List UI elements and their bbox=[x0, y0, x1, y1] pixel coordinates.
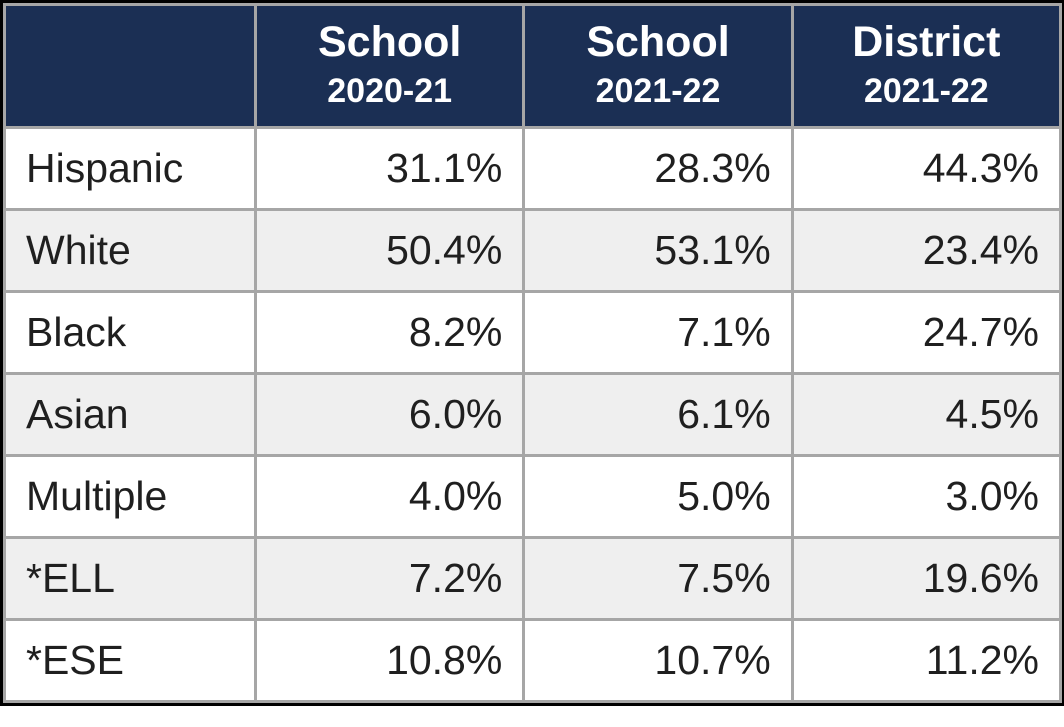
row-value: 6.1% bbox=[525, 375, 790, 454]
header-sub: 2021-22 bbox=[802, 70, 1051, 113]
row-value: 10.8% bbox=[257, 621, 522, 700]
row-value: 24.7% bbox=[794, 293, 1059, 372]
header-sub: 2021-22 bbox=[533, 70, 782, 113]
header-sub: 2020-21 bbox=[265, 70, 514, 113]
header-main: District bbox=[802, 16, 1051, 70]
row-value: 28.3% bbox=[525, 129, 790, 208]
row-label: Asian bbox=[6, 375, 254, 454]
row-label: *ESE bbox=[6, 621, 254, 700]
row-value: 5.0% bbox=[525, 457, 790, 536]
row-value: 19.6% bbox=[794, 539, 1059, 618]
row-label: *ELL bbox=[6, 539, 254, 618]
row-value: 11.2% bbox=[794, 621, 1059, 700]
table-row: Black 8.2% 7.1% 24.7% bbox=[6, 293, 1059, 372]
table-row: White 50.4% 53.1% 23.4% bbox=[6, 211, 1059, 290]
table-row: Hispanic 31.1% 28.3% 44.3% bbox=[6, 129, 1059, 208]
row-value: 31.1% bbox=[257, 129, 522, 208]
table-row: *ESE 10.8% 10.7% 11.2% bbox=[6, 621, 1059, 700]
table-row: Multiple 4.0% 5.0% 3.0% bbox=[6, 457, 1059, 536]
row-value: 6.0% bbox=[257, 375, 522, 454]
row-value: 4.5% bbox=[794, 375, 1059, 454]
table-row: Asian 6.0% 6.1% 4.5% bbox=[6, 375, 1059, 454]
row-value: 53.1% bbox=[525, 211, 790, 290]
header-school-2020-21: School 2020-21 bbox=[257, 6, 522, 126]
table-row: *ELL 7.2% 7.5% 19.6% bbox=[6, 539, 1059, 618]
header-main: School bbox=[533, 16, 782, 70]
row-value: 7.2% bbox=[257, 539, 522, 618]
header-row: School 2020-21 School 2021-22 District 2… bbox=[6, 6, 1059, 126]
row-label: Hispanic bbox=[6, 129, 254, 208]
row-value: 7.5% bbox=[525, 539, 790, 618]
row-value: 7.1% bbox=[525, 293, 790, 372]
row-label: Black bbox=[6, 293, 254, 372]
row-label: Multiple bbox=[6, 457, 254, 536]
row-label: White bbox=[6, 211, 254, 290]
row-value: 50.4% bbox=[257, 211, 522, 290]
header-district-2021-22: District 2021-22 bbox=[794, 6, 1059, 126]
header-blank bbox=[6, 6, 254, 126]
row-value: 8.2% bbox=[257, 293, 522, 372]
row-value: 4.0% bbox=[257, 457, 522, 536]
row-value: 23.4% bbox=[794, 211, 1059, 290]
row-value: 3.0% bbox=[794, 457, 1059, 536]
demographics-table: School 2020-21 School 2021-22 District 2… bbox=[3, 3, 1062, 703]
header-school-2021-22: School 2021-22 bbox=[525, 6, 790, 126]
row-value: 10.7% bbox=[525, 621, 790, 700]
row-value: 44.3% bbox=[794, 129, 1059, 208]
header-main: School bbox=[265, 16, 514, 70]
demographics-table-container: School 2020-21 School 2021-22 District 2… bbox=[0, 0, 1064, 706]
